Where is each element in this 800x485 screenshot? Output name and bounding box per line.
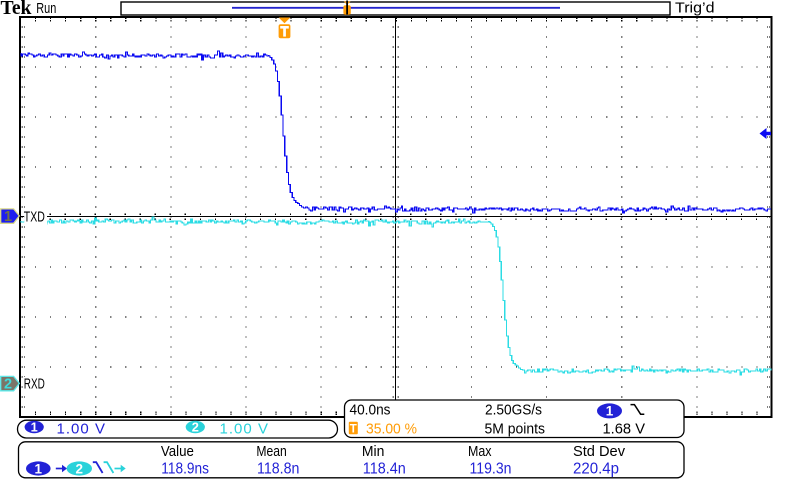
svg-text:2: 2 [4,377,12,393]
svg-text:35.00 %: 35.00 % [366,421,417,438]
svg-text:118.4n: 118.4n [363,461,406,478]
svg-text:Mean: Mean [256,443,286,460]
svg-text:RXD: RXD [24,376,45,393]
svg-text:2: 2 [192,420,199,435]
svg-text:Std Dev: Std Dev [573,443,625,460]
svg-text:Tek: Tek [1,0,33,19]
svg-text:2.50GS/s: 2.50GS/s [485,402,542,419]
svg-text:1.00 V: 1.00 V [220,420,269,437]
svg-text:2: 2 [76,461,84,476]
svg-text:Run: Run [36,1,56,17]
svg-text:1.68 V: 1.68 V [603,421,646,438]
svg-text:Trig’d: Trig’d [675,1,715,17]
svg-text:118.8n: 118.8n [257,461,299,478]
svg-text:1.00 V: 1.00 V [57,420,106,437]
svg-text:Max: Max [468,443,492,460]
svg-text:Min: Min [362,443,385,460]
svg-text:1: 1 [606,403,614,418]
svg-text:119.3n: 119.3n [470,461,512,478]
svg-text:40.0ns: 40.0ns [350,402,391,419]
svg-text:T: T [350,424,357,436]
svg-text:1: 1 [31,420,38,435]
svg-text:1: 1 [4,209,12,225]
svg-text:TXD: TXD [24,209,45,226]
svg-text:220.4p: 220.4p [573,461,619,478]
svg-text:5M points: 5M points [485,420,546,437]
svg-text:Value: Value [161,443,194,460]
svg-text:1: 1 [35,461,43,476]
svg-text:118.9ns: 118.9ns [161,461,209,478]
